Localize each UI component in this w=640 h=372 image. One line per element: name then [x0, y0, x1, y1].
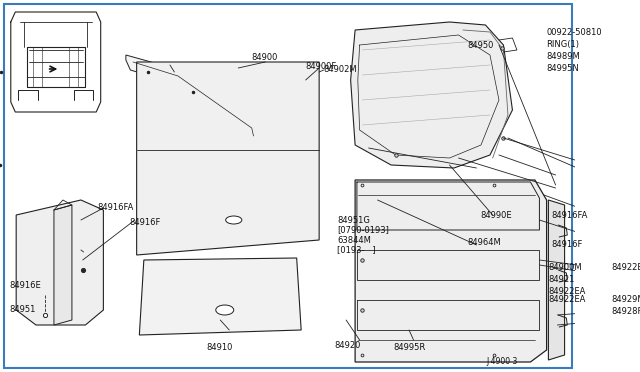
Text: 84916F: 84916F [551, 240, 582, 248]
Text: 84900M: 84900M [548, 263, 582, 273]
Text: 84922EA: 84922EA [548, 295, 586, 305]
Text: 84951G: 84951G [337, 215, 370, 224]
Text: 84989M: 84989M [547, 51, 580, 61]
Polygon shape [548, 200, 564, 360]
Ellipse shape [216, 305, 234, 315]
Text: [0193-   ]: [0193- ] [337, 246, 376, 254]
Text: 84900F: 84900F [306, 61, 337, 71]
Text: 84950: 84950 [467, 41, 494, 49]
Polygon shape [351, 22, 513, 168]
Text: 84920: 84920 [335, 340, 361, 350]
Text: 00922-50810: 00922-50810 [547, 28, 602, 36]
Ellipse shape [226, 216, 242, 224]
Polygon shape [16, 200, 104, 325]
Text: 84929M: 84929M [611, 295, 640, 305]
Text: 84995R: 84995R [394, 343, 426, 353]
Polygon shape [137, 62, 319, 255]
Text: 84922E: 84922E [611, 263, 640, 273]
Text: 84916F: 84916F [129, 218, 161, 227]
Polygon shape [140, 258, 301, 335]
Text: 63844M: 63844M [337, 235, 371, 244]
Text: 84900: 84900 [252, 52, 278, 61]
Text: 84995N: 84995N [547, 64, 579, 73]
Text: 84951: 84951 [9, 305, 35, 314]
Text: 84922EA: 84922EA [548, 288, 586, 296]
Text: J 4900 3: J 4900 3 [486, 357, 518, 366]
Text: 84902M: 84902M [324, 64, 357, 74]
Text: 84916E: 84916E [9, 280, 41, 289]
Polygon shape [355, 180, 547, 362]
Polygon shape [54, 205, 72, 325]
Text: 84921: 84921 [548, 276, 575, 285]
Text: 84916FA: 84916FA [97, 202, 134, 212]
Text: 84916FA: 84916FA [551, 211, 588, 219]
Text: 84990E: 84990E [480, 211, 512, 219]
Text: RING(1): RING(1) [547, 39, 580, 48]
Text: 84964M: 84964M [467, 237, 501, 247]
Text: 84928R: 84928R [611, 308, 640, 317]
Text: [0790-0193]: [0790-0193] [337, 225, 389, 234]
Text: 84910: 84910 [207, 343, 233, 353]
Polygon shape [126, 55, 260, 140]
